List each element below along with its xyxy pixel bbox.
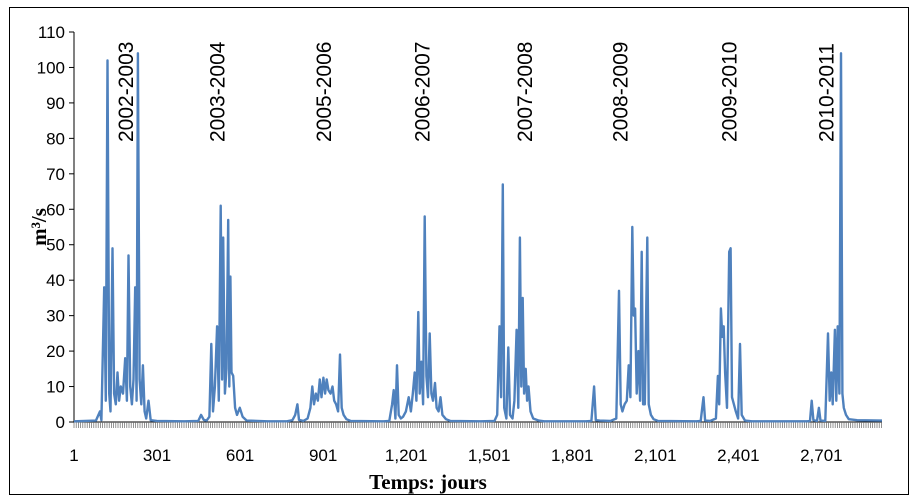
year-label: 2010-2011 xyxy=(816,43,839,142)
x-tick-label: 601 xyxy=(226,446,254,465)
y-tick-label: 110 xyxy=(38,23,65,42)
year-label: 2005-2006 xyxy=(313,42,336,142)
x-tick-label: 901 xyxy=(309,446,337,465)
year-label: 2007-2008 xyxy=(514,42,537,142)
year-label: 2006-2007 xyxy=(411,42,434,142)
x-axis-day-ticks xyxy=(73,422,882,428)
y-tick-label: 80 xyxy=(46,129,65,148)
x-tick-label: 1,501 xyxy=(468,446,511,465)
year-label: 2003-2004 xyxy=(207,41,230,142)
y-tick-label: 60 xyxy=(46,200,65,219)
y-axis-title: m³/s xyxy=(27,208,51,246)
x-axis-day-tick-marks xyxy=(73,422,882,428)
year-label: 2002-2003 xyxy=(115,42,138,142)
y-axis-tick-labels: 0 10 20 30 40 50 60 70 80 90 100 110 xyxy=(37,23,65,432)
year-labels: 2002-2003 2003-2004 2005-2006 2006-2007 2007… xyxy=(115,41,838,142)
y-tick-label: 100 xyxy=(37,58,65,77)
year-label: 2008-2009 xyxy=(609,42,632,142)
chart-area-border xyxy=(9,7,909,495)
x-axis-tick-labels: 1 301 601 901 1,201 1,501 1,801 2,101 2,401 2,701 xyxy=(69,446,842,465)
x-tick-label: 2,401 xyxy=(717,446,760,465)
y-tick-label: 90 xyxy=(46,94,65,113)
x-tick-label: 301 xyxy=(143,446,171,465)
y-tick-label: 10 xyxy=(46,378,65,397)
discharge-series-line xyxy=(73,52,883,423)
x-tick-label: 2,701 xyxy=(800,446,843,465)
y-axis-ticks xyxy=(69,31,74,423)
y-tick-label: 30 xyxy=(46,307,65,326)
y-tick-label: 20 xyxy=(46,342,65,361)
x-axis-title: Temps: jours xyxy=(369,470,487,494)
x-tick-label: 1 xyxy=(69,446,78,465)
x-tick-label: 1,801 xyxy=(551,446,594,465)
y-tick-label: 40 xyxy=(46,271,65,290)
x-tick-label: 2,101 xyxy=(634,446,677,465)
y-tick-label: 50 xyxy=(46,236,65,255)
y-tick-label: 0 xyxy=(56,413,65,432)
y-tick-label: 70 xyxy=(46,165,65,184)
x-tick-label: 1,201 xyxy=(385,446,428,465)
year-label: 2009-2010 xyxy=(719,42,742,142)
